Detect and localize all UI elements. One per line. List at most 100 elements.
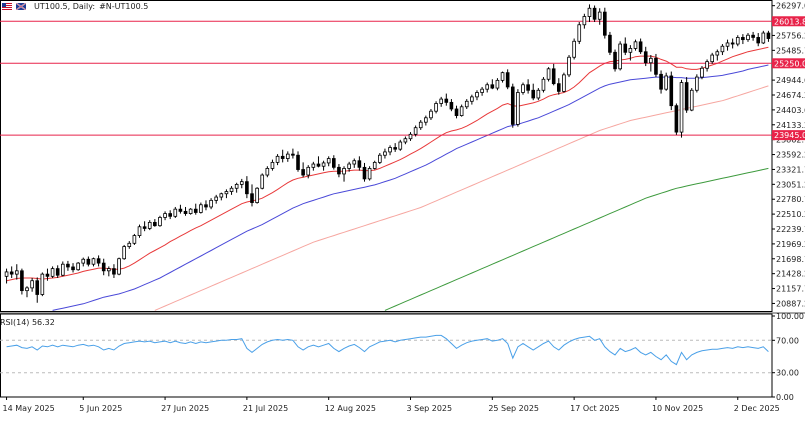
candle-body bbox=[536, 89, 541, 99]
time-tick-label: 10 Nov 2025 bbox=[652, 404, 703, 413]
candle-body bbox=[285, 153, 290, 159]
candle-body bbox=[301, 169, 305, 176]
candle-body bbox=[551, 68, 556, 85]
candle-body bbox=[643, 51, 648, 64]
candle-body bbox=[224, 191, 229, 195]
candle-body bbox=[173, 208, 178, 217]
price-level-label: 25250.0 bbox=[774, 59, 805, 68]
chart-header: UT100.5, Daily: #N-UT100.5 bbox=[0, 0, 148, 12]
candle-body bbox=[577, 24, 582, 42]
candle-body bbox=[178, 208, 183, 212]
candle-body bbox=[516, 92, 520, 125]
candles bbox=[4, 4, 771, 303]
candle-body bbox=[592, 7, 597, 20]
candle-body bbox=[556, 83, 561, 92]
candle-body bbox=[383, 151, 387, 156]
candle-body bbox=[613, 51, 617, 70]
time-tick-label: 12 Aug 2025 bbox=[325, 404, 376, 413]
candle-body bbox=[163, 213, 167, 218]
candle-body bbox=[628, 48, 633, 53]
candle-body bbox=[531, 89, 536, 99]
candle-body bbox=[20, 270, 24, 292]
candle-body bbox=[66, 263, 70, 268]
candle-body bbox=[480, 88, 484, 93]
candle-body bbox=[321, 162, 326, 167]
candle-body bbox=[122, 246, 126, 260]
price-tick-label: 20887.2 bbox=[776, 299, 805, 308]
candle-body bbox=[388, 147, 392, 153]
time-tick-label: 5 Jun 2025 bbox=[79, 404, 122, 413]
candle-body bbox=[229, 187, 234, 192]
candle-body bbox=[674, 105, 679, 133]
candle-body bbox=[9, 271, 14, 275]
price-tick-label: 21428.2 bbox=[776, 270, 805, 279]
price-tick-label: 24674.2 bbox=[776, 91, 805, 100]
rsi-line bbox=[6, 334, 769, 366]
candle-body bbox=[669, 75, 674, 107]
candle-body bbox=[55, 268, 60, 276]
candle-body bbox=[715, 51, 720, 56]
candle-body bbox=[168, 213, 172, 217]
time-tick-label: 2 Dec 2025 bbox=[734, 404, 780, 413]
candle-body bbox=[86, 258, 91, 265]
candle-body bbox=[40, 273, 45, 295]
candle-body bbox=[679, 82, 684, 133]
candle-body bbox=[710, 54, 715, 63]
candle-body bbox=[275, 155, 280, 163]
price-tick-label: 23862.7 bbox=[776, 136, 805, 145]
candle-body bbox=[291, 153, 295, 156]
time-tick-label: 14 May 2025 bbox=[3, 404, 55, 413]
candle-body bbox=[245, 181, 249, 195]
candle-body bbox=[280, 155, 285, 159]
candle-body bbox=[439, 98, 443, 104]
candle-body bbox=[424, 117, 428, 123]
candle-body bbox=[250, 193, 254, 203]
symbol-label: UT100.5, Daily: bbox=[34, 1, 96, 11]
candle-body bbox=[132, 235, 137, 244]
price-tick-label: 23592.2 bbox=[776, 151, 805, 160]
price-tick-label: 21157.7 bbox=[776, 285, 805, 294]
candle-body bbox=[71, 266, 75, 271]
candle-body bbox=[659, 73, 663, 90]
main-panel-frame bbox=[0, 0, 773, 312]
price-level-tag bbox=[772, 16, 805, 27]
candle-body bbox=[490, 84, 495, 89]
candle-body bbox=[464, 100, 469, 108]
candle-body bbox=[459, 106, 464, 116]
candle-body bbox=[756, 37, 761, 44]
candle-body bbox=[413, 127, 418, 135]
candle-body bbox=[204, 204, 208, 208]
candle-body bbox=[582, 16, 587, 26]
candle-body bbox=[638, 41, 643, 53]
candle-body bbox=[45, 273, 50, 277]
candle-body bbox=[265, 168, 270, 176]
candle-body bbox=[183, 210, 188, 214]
price-tick-label: 21698.7 bbox=[776, 255, 805, 264]
candle-body bbox=[153, 221, 157, 227]
candle-body bbox=[398, 141, 403, 150]
candle-body bbox=[142, 226, 147, 229]
candle-body bbox=[209, 199, 213, 208]
candle-body bbox=[357, 160, 362, 168]
time-tick-label: 21 Jul 2025 bbox=[243, 404, 288, 413]
candle-body bbox=[567, 56, 571, 76]
candle-body bbox=[35, 280, 40, 295]
price-tick-label: 24133.2 bbox=[776, 121, 805, 130]
candle-body bbox=[50, 268, 55, 277]
candle-body bbox=[234, 183, 239, 189]
candle-body bbox=[521, 84, 525, 93]
price-tick-label: 22239.7 bbox=[776, 225, 805, 234]
candle-body bbox=[311, 163, 316, 168]
candle-body bbox=[572, 40, 576, 58]
candle-body bbox=[705, 61, 709, 69]
candle-body bbox=[454, 108, 459, 116]
candle-body bbox=[60, 263, 65, 276]
candle-body bbox=[449, 101, 454, 110]
candle-body bbox=[562, 74, 566, 92]
candle-body bbox=[608, 34, 612, 53]
candle-body bbox=[444, 98, 449, 103]
candle-body bbox=[587, 7, 592, 17]
us-flag-icon bbox=[2, 2, 12, 10]
candle-body bbox=[633, 41, 638, 49]
